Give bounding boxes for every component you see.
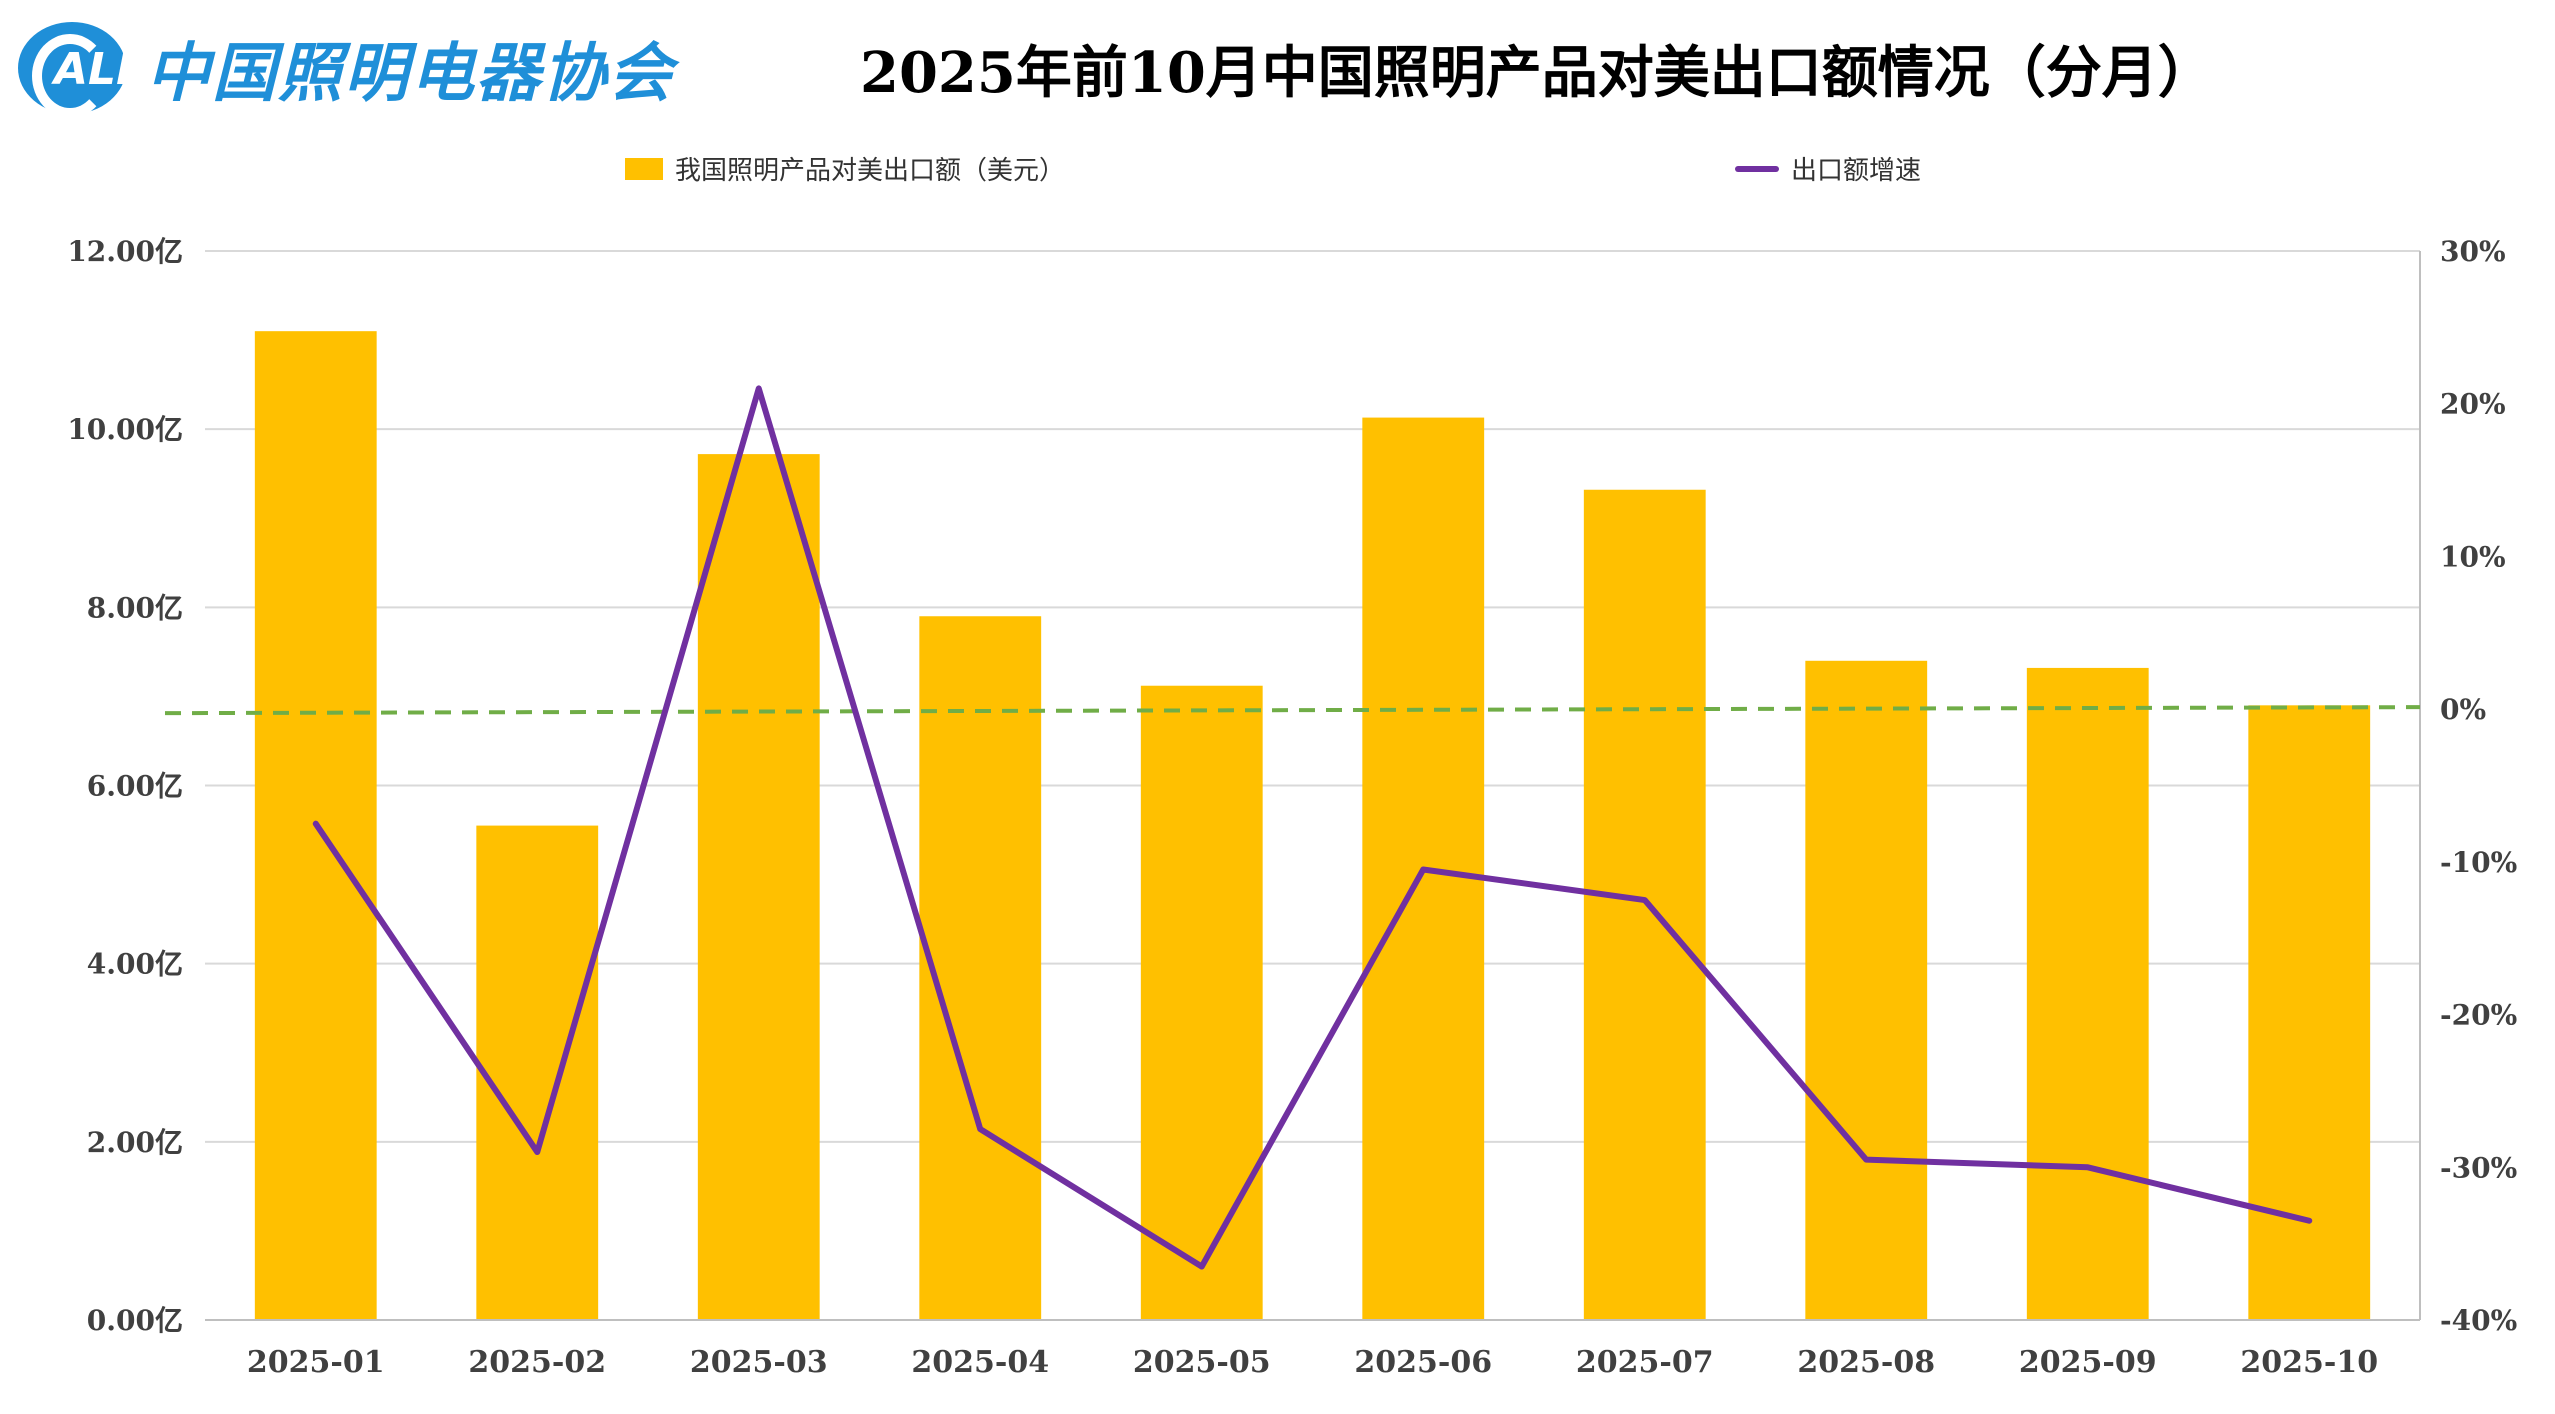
right-axis-tick-label: -40% <box>2440 1304 2517 1337</box>
legend-item-line: 出口额增速 <box>1735 150 1921 187</box>
right-axis-tick-label: -30% <box>2440 1151 2517 1184</box>
legend-label-line: 出口额增速 <box>1791 156 1922 186</box>
left-axis-tick-label: 12.00亿 <box>67 235 183 268</box>
x-axis-tick-label: 2025-10 <box>2240 1345 2378 1380</box>
x-axis-tick-label: 2025-04 <box>911 1345 1049 1380</box>
right-axis-tick-label: -10% <box>2440 846 2517 879</box>
left-axis-tick-label: 4.00亿 <box>87 948 183 981</box>
x-axis-tick-label: 2025-07 <box>1576 1345 1714 1380</box>
x-axis-tick-label: 2025-02 <box>468 1345 606 1380</box>
bar <box>1140 685 1263 1320</box>
left-axis-tick-label: 2.00亿 <box>87 1126 183 1159</box>
logo-badge: ALI <box>18 22 132 118</box>
bar <box>919 616 1042 1320</box>
x-axis-tick-label: 2025-03 <box>690 1345 828 1380</box>
logo: ALI 中国照明电器协会 <box>18 22 674 118</box>
x-axis-tick-label: 2025-06 <box>1354 1345 1492 1380</box>
right-axis-tick-label: 10% <box>2440 540 2506 573</box>
bar <box>2248 705 2371 1320</box>
right-axis-tick-label: -20% <box>2440 999 2517 1032</box>
growth-line <box>312 385 2313 1270</box>
logo-org-name: 中国照明电器协会 <box>146 36 674 111</box>
left-axis-tick-label: 0.00亿 <box>87 1304 183 1337</box>
right-axis-tick-label: 20% <box>2440 388 2506 421</box>
legend-label-bar: 我国照明产品对美出口额（美元） <box>675 156 1066 186</box>
x-axis-tick-label: 2025-05 <box>1133 1345 1271 1380</box>
bar <box>1805 660 1928 1320</box>
right-axis-tick-label: 30% <box>2440 235 2506 268</box>
legend-swatch-bar <box>625 157 663 180</box>
left-axis-tick-label: 8.00亿 <box>87 591 183 624</box>
legend-item-bar: 我国照明产品对美出口额（美元） <box>625 150 1065 187</box>
x-axis-tick-label: 2025-01 <box>247 1345 385 1380</box>
bar <box>2026 667 2149 1320</box>
bar <box>476 825 599 1320</box>
bar <box>697 454 820 1320</box>
left-axis-tick-label: 6.00亿 <box>87 770 183 803</box>
chart-title: 2025年前10月中国照明产品对美出口额情况（分月） <box>860 40 2214 106</box>
right-axis-tick-label: 0% <box>2440 693 2486 726</box>
legend-swatch-line <box>1735 165 1779 172</box>
logo-badge-text: ALI <box>54 44 133 95</box>
bar <box>1583 489 1706 1320</box>
left-axis-tick-label: 10.00亿 <box>67 413 183 446</box>
x-axis-tick-label: 2025-09 <box>2019 1345 2157 1380</box>
x-axis-tick-label: 2025-08 <box>1797 1345 1935 1380</box>
